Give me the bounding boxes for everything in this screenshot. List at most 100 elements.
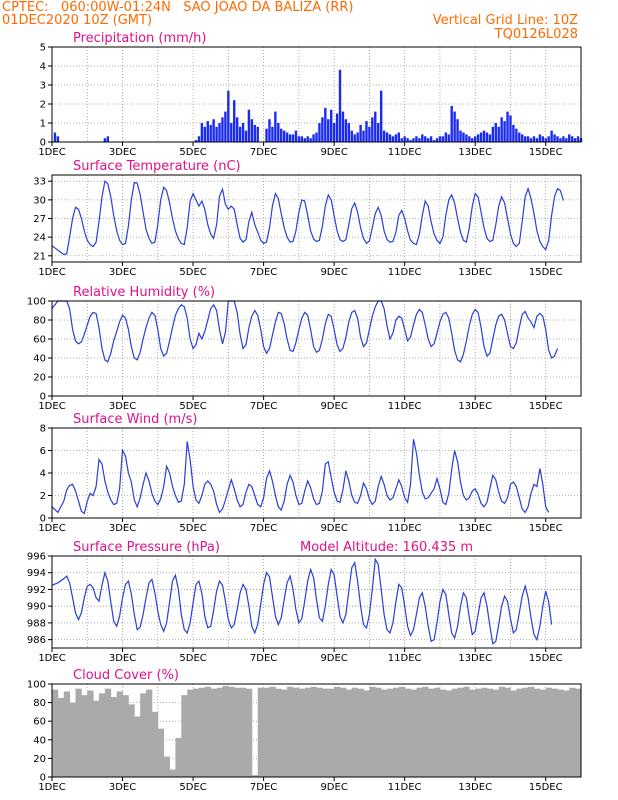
precip-bar: [418, 138, 421, 142]
precip-bar: [485, 132, 489, 142]
cloud-bar: [533, 688, 541, 777]
precip-bar: [303, 138, 306, 142]
cloud-bar: [228, 686, 235, 777]
precip-bar: [465, 134, 468, 142]
precip-bar: [244, 130, 248, 142]
precip-bar: [285, 132, 289, 142]
y-tick-label: 0: [40, 514, 46, 525]
y-tick-label: 20: [33, 373, 46, 384]
x-tick-label: 11DEC: [388, 653, 422, 664]
cloud-bar: [157, 728, 165, 777]
cloud-bar: [545, 687, 553, 777]
x-tick-label: 1DEC: [38, 523, 65, 534]
y-tick-label: 24: [33, 233, 46, 244]
precip-bar: [253, 124, 256, 142]
panel-title: Surface Temperature (nC): [73, 159, 241, 174]
precip-bar: [350, 130, 353, 142]
precip-bar: [365, 121, 368, 142]
header-grid-line-note: Vertical Grid Line: 10Z: [432, 13, 578, 28]
precip-bar: [221, 117, 224, 142]
precip-bar: [444, 132, 448, 142]
precip-bar: [515, 128, 518, 142]
cloud-bar: [316, 687, 323, 777]
precip-bar: [238, 126, 242, 142]
precip-bar: [403, 136, 406, 142]
x-tick-label: 13DEC: [458, 523, 492, 534]
precip-bar: [382, 130, 386, 142]
cloud-bar: [269, 686, 276, 777]
precip-bar: [453, 111, 456, 142]
precip-bar: [359, 124, 362, 142]
panel-1: 0 1 2 3 4 5 1DEC 3DEC 5DEC 7DEC 9DEC 11DEC 13DEC 15DE…: [38, 31, 583, 158]
x-tick-label: 11DEC: [388, 147, 422, 158]
cloud-bar: [463, 686, 470, 777]
precip-bar: [224, 111, 227, 142]
y-tick-label: 0: [40, 773, 46, 784]
precip-bar: [324, 107, 327, 142]
precip-bar: [291, 134, 295, 142]
precip-bar: [265, 128, 268, 142]
precip-bar: [230, 123, 233, 142]
cloud-bar: [575, 688, 582, 777]
precip-bar: [415, 136, 418, 142]
precip-bar: [385, 132, 389, 142]
cloud-bar: [69, 702, 76, 777]
precip-bar: [400, 138, 403, 142]
precip-bar: [247, 109, 251, 142]
precip-bar: [218, 123, 221, 142]
cloud-bar: [193, 688, 200, 777]
precip-bar: [544, 138, 547, 142]
x-tick-label: 15DEC: [529, 653, 563, 664]
cloud-bar: [457, 687, 464, 777]
precip-bar: [456, 119, 459, 142]
precip-bar: [532, 136, 536, 142]
x-tick-label: 11DEC: [388, 267, 422, 278]
cloud-bar: [528, 686, 535, 777]
precip-bar: [529, 138, 533, 142]
precip-bar: [341, 111, 345, 142]
cloud-bar: [510, 690, 517, 777]
precip-bar: [103, 138, 107, 142]
precip-bar: [406, 138, 409, 142]
cloud-bar: [310, 686, 317, 777]
precip-bar: [209, 124, 212, 142]
x-tick-label: 15DEC: [529, 782, 563, 793]
cloud-bar: [445, 690, 453, 777]
precip-bar: [391, 136, 395, 142]
panel-2: 21 24 27 30 33 1DEC 3DEC 5DEC 7DEC 9DEC 11DEC 13DEC…: [33, 159, 582, 278]
x-tick-label: 11DEC: [388, 523, 422, 534]
series-line: [51, 557, 553, 645]
gridlines: [52, 428, 581, 518]
precip-bar: [559, 138, 562, 142]
y-tick-label: 2: [40, 491, 46, 502]
x-tick-label: 5DEC: [179, 782, 206, 793]
cloud-bar: [287, 686, 294, 777]
x-tick-label: 9DEC: [320, 401, 347, 412]
x-tick-label: 13DEC: [458, 653, 492, 664]
precip-bar: [274, 111, 277, 142]
precip-bar: [441, 136, 445, 142]
precip-bar: [535, 138, 539, 142]
precip-bar: [429, 136, 433, 142]
cloud-bar: [498, 686, 505, 777]
precip-bar: [356, 132, 359, 142]
cloud-bar: [392, 687, 400, 777]
cloud-bar: [439, 689, 447, 777]
cloud-bar: [63, 691, 71, 777]
precip-bar: [335, 113, 339, 142]
cloud-bar: [563, 690, 570, 777]
x-tick-label: 5DEC: [179, 267, 206, 278]
cloud-bar: [422, 686, 429, 777]
cloud-bar: [375, 687, 382, 777]
precip-bar: [459, 130, 462, 142]
header-model-code: TQ0126L028: [494, 27, 578, 42]
header-station-line: CPTEC: 060:00W-01:24N SAO JOAO DA BALIZA…: [2, 0, 354, 15]
cloud-bar: [363, 690, 370, 777]
cloud-bar: [75, 688, 82, 777]
cloud-bar: [87, 690, 94, 777]
precip-bar: [309, 138, 312, 142]
precip-bar: [215, 126, 218, 142]
precip-bar: [432, 140, 436, 142]
cloud-bar: [198, 687, 206, 777]
precip-bar: [526, 136, 530, 142]
